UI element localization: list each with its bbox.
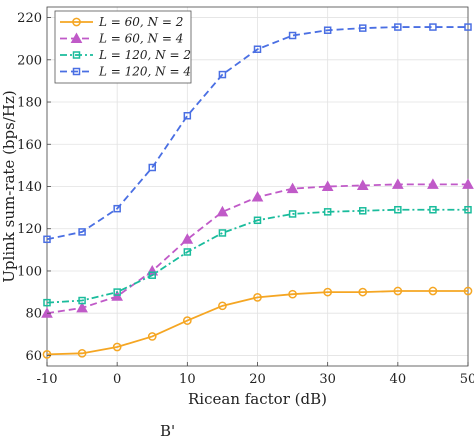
data-point (182, 316, 192, 325)
legend-marker (72, 51, 81, 59)
data-point (78, 228, 86, 236)
y-tick-label: 200 (17, 53, 42, 68)
data-point (183, 112, 192, 120)
data-point (359, 207, 367, 215)
legend-marker (70, 32, 83, 43)
legend-marker (72, 67, 81, 76)
data-point (359, 24, 367, 32)
data-point (462, 178, 474, 189)
data-point (181, 233, 194, 244)
series-3 (43, 205, 472, 307)
y-tick-label: 100 (17, 264, 42, 279)
x-tick-label: 50 (460, 372, 474, 387)
data-point (358, 287, 368, 297)
legend-label: L = 60, N = 4 (98, 32, 183, 46)
series-layer (41, 23, 474, 359)
data-point (253, 45, 262, 53)
x-tick-label: 20 (249, 372, 266, 387)
tick-labels: -10 0 10 20 30 40 50 60 80 100 120 140 160 180 200 220 (17, 11, 474, 387)
data-point (218, 301, 227, 311)
data-point (391, 178, 404, 189)
y-tick-label: 160 (17, 138, 42, 153)
data-point (288, 210, 297, 218)
legend-item: L = 120, N = 4 (60, 65, 191, 79)
y-tick-label: 220 (17, 11, 42, 26)
data-point (323, 287, 333, 297)
data-point (394, 23, 402, 31)
data-point (464, 23, 472, 31)
data-point (216, 205, 229, 217)
data-point (183, 248, 192, 256)
data-point (41, 307, 53, 318)
data-point (43, 235, 51, 244)
x-tick-label: 0 (113, 372, 121, 387)
data-point (148, 163, 156, 172)
data-point (43, 298, 51, 307)
data-point (77, 348, 87, 358)
series-4 (43, 23, 472, 244)
data-point (148, 271, 156, 279)
data-point (323, 26, 332, 34)
x-axis-label: Ricean factor (dB) (188, 390, 327, 408)
legend-label: L = 60, N = 2 (98, 15, 183, 29)
data-point (321, 180, 334, 191)
data-point (42, 350, 52, 359)
data-point (394, 205, 402, 214)
series-line (46, 208, 468, 304)
series-line (46, 26, 468, 241)
legend-label: L = 120, N = 4 (98, 65, 191, 79)
legend-item: L = 60, N = 4 (60, 32, 183, 46)
figure-caption-fragment: B' (160, 422, 175, 440)
data-point (112, 342, 122, 352)
x-tick-label: 10 (179, 372, 196, 387)
data-point (147, 332, 157, 341)
legend-marker (72, 17, 81, 27)
data-point (464, 205, 472, 214)
series-line (46, 290, 468, 356)
data-point (428, 286, 438, 296)
data-point (218, 70, 227, 79)
x-tick-label: -10 (37, 372, 58, 387)
data-point (113, 288, 121, 296)
legend-item: L = 120, N = 2 (60, 48, 191, 62)
legend-item: L = 60, N = 2 (60, 15, 183, 29)
data-point (288, 31, 297, 40)
legend: L = 60, N = 2 L = 60, N = 4 L = 120, N = 2… (54, 10, 192, 84)
data-point (288, 289, 297, 299)
data-point (78, 296, 86, 305)
y-tick-label: 140 (17, 180, 42, 195)
data-point (286, 182, 299, 194)
x-tick-label: 40 (390, 372, 407, 387)
y-axis-label: Uplink sum-rate (bps/Hz) (0, 90, 18, 282)
legend-label: L = 120, N = 2 (98, 48, 191, 62)
y-tick-label: 80 (25, 307, 42, 322)
data-point (253, 293, 262, 302)
x-tick-label: 30 (319, 372, 336, 387)
data-point (251, 191, 264, 202)
data-point (253, 216, 262, 225)
data-point (429, 205, 437, 214)
data-point (463, 286, 473, 296)
y-tick-label: 180 (17, 96, 42, 111)
y-tick-label: 120 (17, 222, 42, 237)
data-point (323, 208, 332, 216)
data-point (429, 23, 437, 31)
data-point (76, 301, 88, 313)
data-point (393, 286, 403, 296)
data-point (113, 204, 121, 213)
data-point (427, 178, 439, 189)
y-tick-label: 60 (25, 349, 42, 364)
data-point (218, 229, 227, 237)
data-point (356, 179, 369, 190)
series-1 (42, 286, 473, 359)
